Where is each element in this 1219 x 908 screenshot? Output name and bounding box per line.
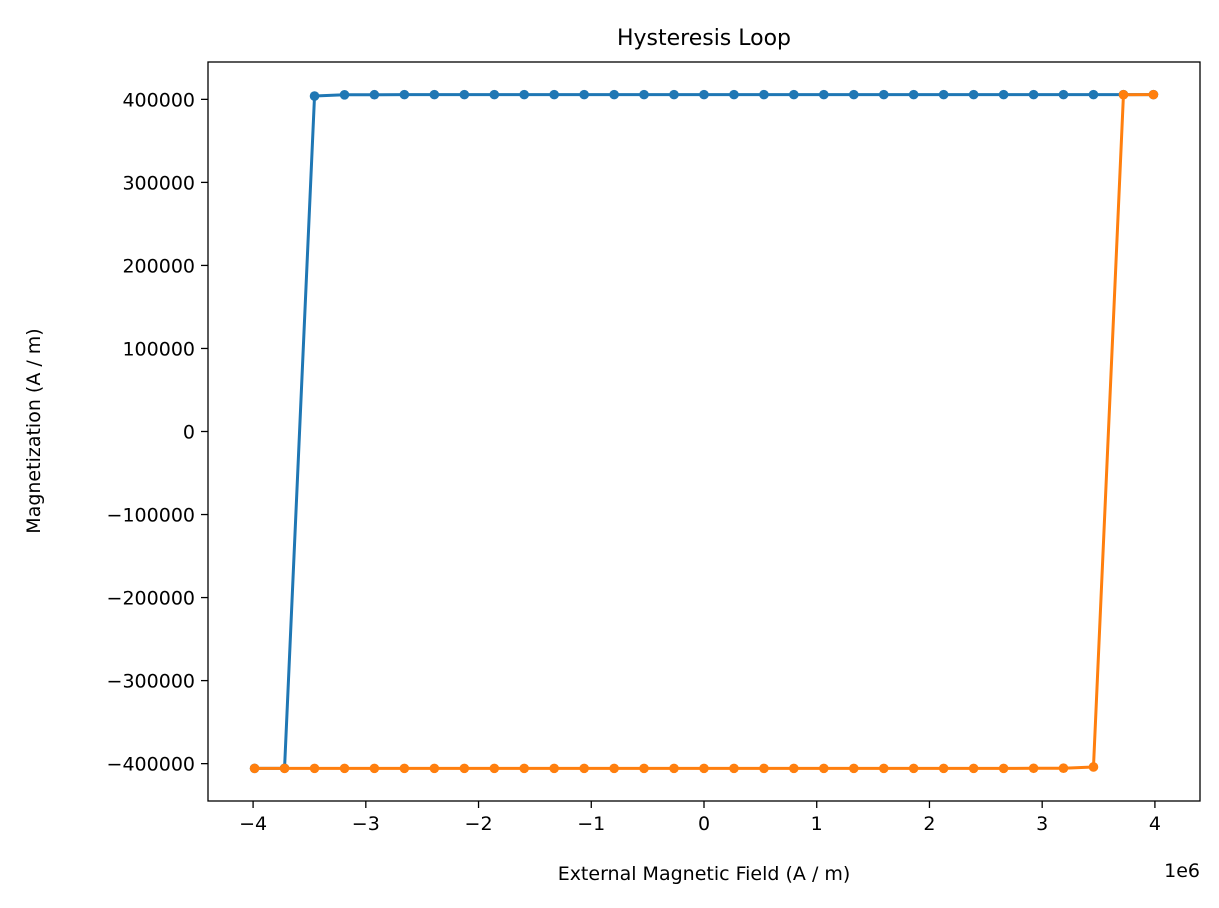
- y-axis-ticks: −400000 −300000 −200000 −100000 0 100000 20000…: [107, 89, 208, 776]
- data-point: [519, 763, 529, 774]
- data-point: [968, 763, 979, 774]
- data-point: [789, 89, 799, 100]
- y-tick-label: −400000: [107, 754, 195, 776]
- data-point: [879, 763, 889, 774]
- data-point: [1088, 89, 1099, 100]
- data-point: [819, 763, 829, 774]
- data-point: [819, 89, 829, 100]
- data-point: [1118, 89, 1129, 100]
- data-point: [339, 89, 350, 100]
- data-point: [938, 763, 949, 774]
- data-point: [908, 89, 919, 100]
- data-point: [339, 763, 350, 774]
- data-point: [1148, 89, 1159, 100]
- y-tick-label: 200000: [122, 255, 195, 277]
- data-point: [639, 89, 649, 100]
- data-point: [549, 763, 559, 774]
- data-point: [789, 763, 799, 774]
- data-point: [309, 91, 320, 101]
- data-point: [699, 89, 709, 100]
- x-tick-label: −3: [352, 813, 380, 835]
- data-point: [759, 763, 769, 774]
- data-point: [908, 763, 919, 774]
- x-tick-label: −1: [577, 813, 605, 835]
- data-point: [669, 89, 679, 100]
- series-layer: [249, 89, 1159, 774]
- data-point: [998, 89, 1009, 100]
- series-2: [249, 89, 1159, 774]
- data-point: [399, 763, 410, 774]
- data-point: [489, 89, 500, 100]
- y-tick-label: −200000: [107, 588, 195, 610]
- x-tick-label: −4: [239, 813, 267, 835]
- data-point: [1058, 89, 1069, 100]
- x-tick-label: 2: [923, 813, 935, 835]
- data-point: [729, 89, 739, 100]
- data-point: [609, 763, 619, 774]
- x-tick-label: 4: [1149, 813, 1161, 835]
- y-tick-label: 400000: [122, 89, 195, 111]
- data-point: [399, 89, 410, 100]
- y-tick-label: 300000: [122, 172, 195, 194]
- data-point: [459, 89, 470, 100]
- data-point: [609, 89, 619, 100]
- y-axis-label: Magnetization (A / m): [23, 328, 45, 533]
- data-point: [579, 89, 589, 100]
- x-axis-offset-label: 1e6: [1164, 860, 1200, 882]
- y-tick-label: 0: [183, 422, 195, 444]
- y-tick-label: −100000: [107, 505, 195, 527]
- x-axis-ticks: −4 −3 −2 −1 0 1 2 3 4: [239, 801, 1161, 835]
- x-tick-label: 3: [1036, 813, 1048, 835]
- data-point: [579, 763, 589, 774]
- data-point: [639, 763, 649, 774]
- data-point: [519, 89, 529, 100]
- data-point: [369, 763, 380, 774]
- data-point: [729, 763, 739, 774]
- data-point: [879, 89, 889, 100]
- data-point: [1088, 762, 1099, 772]
- x-tick-label: 0: [698, 813, 710, 835]
- data-point: [938, 89, 949, 100]
- data-point: [1058, 763, 1069, 774]
- data-point: [429, 89, 440, 100]
- data-point: [459, 763, 470, 774]
- data-point: [1028, 763, 1039, 774]
- data-point: [249, 763, 260, 774]
- data-point: [669, 763, 679, 774]
- data-point: [549, 89, 559, 100]
- chart-title: Hysteresis Loop: [617, 26, 791, 51]
- x-tick-label: −2: [465, 813, 493, 835]
- data-point: [1028, 89, 1039, 100]
- data-point: [998, 763, 1009, 774]
- x-axis-label: External Magnetic Field (A / m): [558, 863, 851, 885]
- data-point: [369, 89, 380, 100]
- data-point: [849, 763, 859, 774]
- data-point: [759, 89, 769, 100]
- data-point: [699, 763, 709, 774]
- data-point: [489, 763, 500, 774]
- x-tick-label: 1: [811, 813, 823, 835]
- y-tick-label: −300000: [107, 671, 195, 693]
- data-point: [279, 763, 290, 774]
- y-tick-label: 100000: [122, 338, 195, 360]
- data-point: [849, 89, 859, 100]
- data-point: [309, 763, 320, 774]
- data-point: [429, 763, 440, 774]
- data-point: [968, 89, 979, 100]
